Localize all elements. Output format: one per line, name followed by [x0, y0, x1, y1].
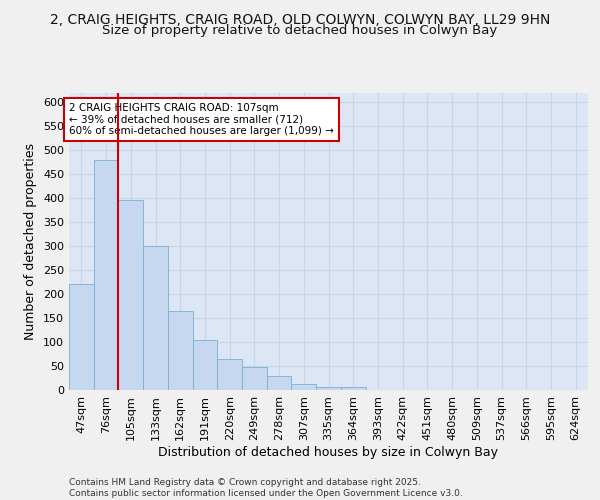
Bar: [292, 384, 316, 390]
Bar: [118, 200, 143, 390]
Text: Contains HM Land Registry data © Crown copyright and database right 2025.
Contai: Contains HM Land Registry data © Crown c…: [69, 478, 463, 498]
Text: 2 CRAIG HEIGHTS CRAIG ROAD: 107sqm
← 39% of detached houses are smaller (712)
60: 2 CRAIG HEIGHTS CRAIG ROAD: 107sqm ← 39%…: [69, 103, 334, 136]
Y-axis label: Number of detached properties: Number of detached properties: [25, 143, 37, 340]
Bar: [242, 368, 267, 390]
Bar: [143, 246, 168, 390]
Bar: [94, 160, 118, 390]
Text: Size of property relative to detached houses in Colwyn Bay: Size of property relative to detached ho…: [103, 24, 497, 37]
Bar: [341, 386, 365, 390]
Bar: [217, 359, 242, 390]
X-axis label: Distribution of detached houses by size in Colwyn Bay: Distribution of detached houses by size …: [158, 446, 499, 458]
Bar: [193, 340, 217, 390]
Bar: [316, 386, 341, 390]
Text: 2, CRAIG HEIGHTS, CRAIG ROAD, OLD COLWYN, COLWYN BAY, LL29 9HN: 2, CRAIG HEIGHTS, CRAIG ROAD, OLD COLWYN…: [50, 12, 550, 26]
Bar: [267, 376, 292, 390]
Bar: [168, 311, 193, 390]
Bar: [69, 284, 94, 390]
